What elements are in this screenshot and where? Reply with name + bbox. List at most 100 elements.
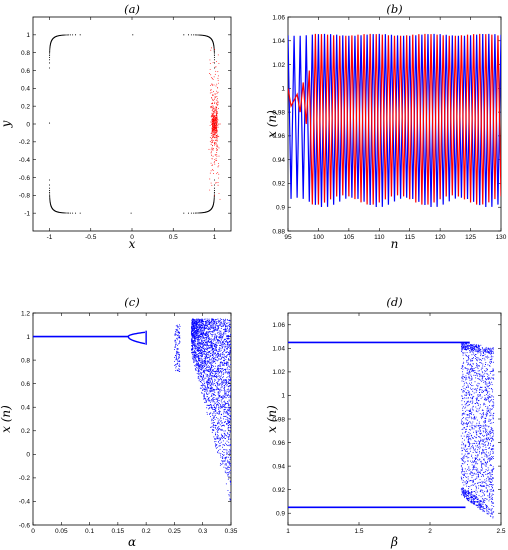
scatter-point [226, 348, 228, 350]
scatter-point [471, 358, 473, 360]
trajectory-point [217, 79, 219, 81]
scatter-point [191, 319, 193, 321]
scatter-point [219, 376, 221, 378]
scatter-point [222, 324, 224, 326]
scatter-point [475, 458, 477, 460]
scatter-point [462, 342, 464, 344]
scatter-point [463, 497, 465, 499]
x-axis-label: β [390, 535, 398, 549]
scatter-point [464, 432, 466, 434]
scatter-point [222, 354, 224, 356]
scatter-point [220, 371, 222, 373]
scatter-point [478, 347, 480, 349]
scatter-point [193, 320, 195, 322]
scatter-point [214, 371, 216, 373]
scatter-point [230, 481, 231, 483]
scatter-point [203, 324, 205, 326]
scatter-point [462, 354, 464, 356]
scatter-point [209, 380, 211, 382]
scatter-point [202, 336, 204, 338]
trajectory-point [214, 116, 216, 118]
scatter-point [470, 368, 472, 370]
scatter-point [213, 404, 215, 406]
cycle-point [74, 34, 77, 36]
scatter-point [208, 360, 210, 362]
scatter-point [200, 351, 202, 353]
scatter-point [197, 340, 199, 342]
scatter-point [465, 490, 467, 492]
scatter-point [227, 361, 229, 363]
scatter-point [202, 370, 204, 372]
trajectory-point [215, 109, 217, 111]
trajectory-point [210, 74, 212, 76]
scatter-point [201, 393, 203, 395]
scatter-point [208, 329, 210, 331]
trajectory-point [212, 149, 214, 151]
scatter-point [228, 322, 230, 324]
scatter-point [208, 392, 210, 394]
scatter-point [476, 349, 478, 351]
scatter-point [469, 501, 471, 503]
scatter-point [473, 357, 475, 359]
scatter-point [229, 328, 231, 330]
scatter-point [199, 381, 201, 383]
scatter-point [472, 409, 474, 411]
trajectory-point [214, 132, 216, 134]
scatter-point [490, 489, 492, 491]
scatter-point [224, 372, 226, 374]
scatter-point [230, 358, 231, 360]
scatter-point [210, 378, 212, 380]
scatter-point [471, 423, 473, 425]
scatter-point [485, 453, 487, 455]
cycle-point [213, 198, 215, 200]
scatter-point [199, 378, 201, 380]
scatter-point [219, 350, 221, 352]
scatter-point [211, 318, 213, 320]
cycle-point [64, 212, 66, 214]
scatter-point [484, 376, 486, 378]
scatter-point [200, 373, 202, 375]
scatter-point [219, 378, 221, 380]
scatter-point [213, 420, 215, 422]
scatter-point [195, 355, 197, 357]
scatter-point [485, 356, 487, 358]
trajectory-point [212, 84, 214, 86]
scatter-point [223, 340, 225, 342]
scatter-point [468, 343, 470, 345]
scatter-point [227, 373, 229, 375]
scatter-point [490, 429, 492, 431]
scatter-point [472, 474, 474, 476]
scatter-point [467, 448, 469, 450]
scatter-point [191, 318, 193, 320]
scatter-point [197, 336, 199, 338]
scatter-point [462, 406, 464, 408]
scatter-point [461, 400, 463, 402]
scatter-point [196, 354, 198, 356]
scatter-point [211, 326, 213, 328]
scatter-point [199, 331, 201, 333]
scatter-point [460, 477, 462, 479]
scatter-point [223, 372, 225, 374]
cycle-point [48, 187, 51, 189]
scatter-point [217, 329, 219, 331]
scatter-point [214, 338, 216, 340]
trajectory-point [209, 189, 211, 191]
scatter-point [219, 331, 221, 333]
trajectory-point [219, 198, 221, 200]
trajectory-point [217, 134, 218, 136]
scatter-point [216, 325, 218, 327]
trajectory-point [216, 159, 218, 161]
scatter-point [489, 378, 491, 380]
scatter-point [225, 402, 227, 404]
trajectory-point [211, 135, 213, 137]
scatter-point [216, 371, 218, 373]
scatter-point [482, 508, 484, 510]
cycle-point [213, 55, 215, 57]
scatter-point [462, 423, 464, 425]
scatter-point [466, 360, 468, 362]
scatter-point [197, 324, 199, 326]
y-tick-label: 1 [281, 393, 285, 400]
scatter-point [488, 396, 490, 398]
panel-title: (d) [386, 295, 402, 309]
scatter-point [467, 385, 469, 387]
